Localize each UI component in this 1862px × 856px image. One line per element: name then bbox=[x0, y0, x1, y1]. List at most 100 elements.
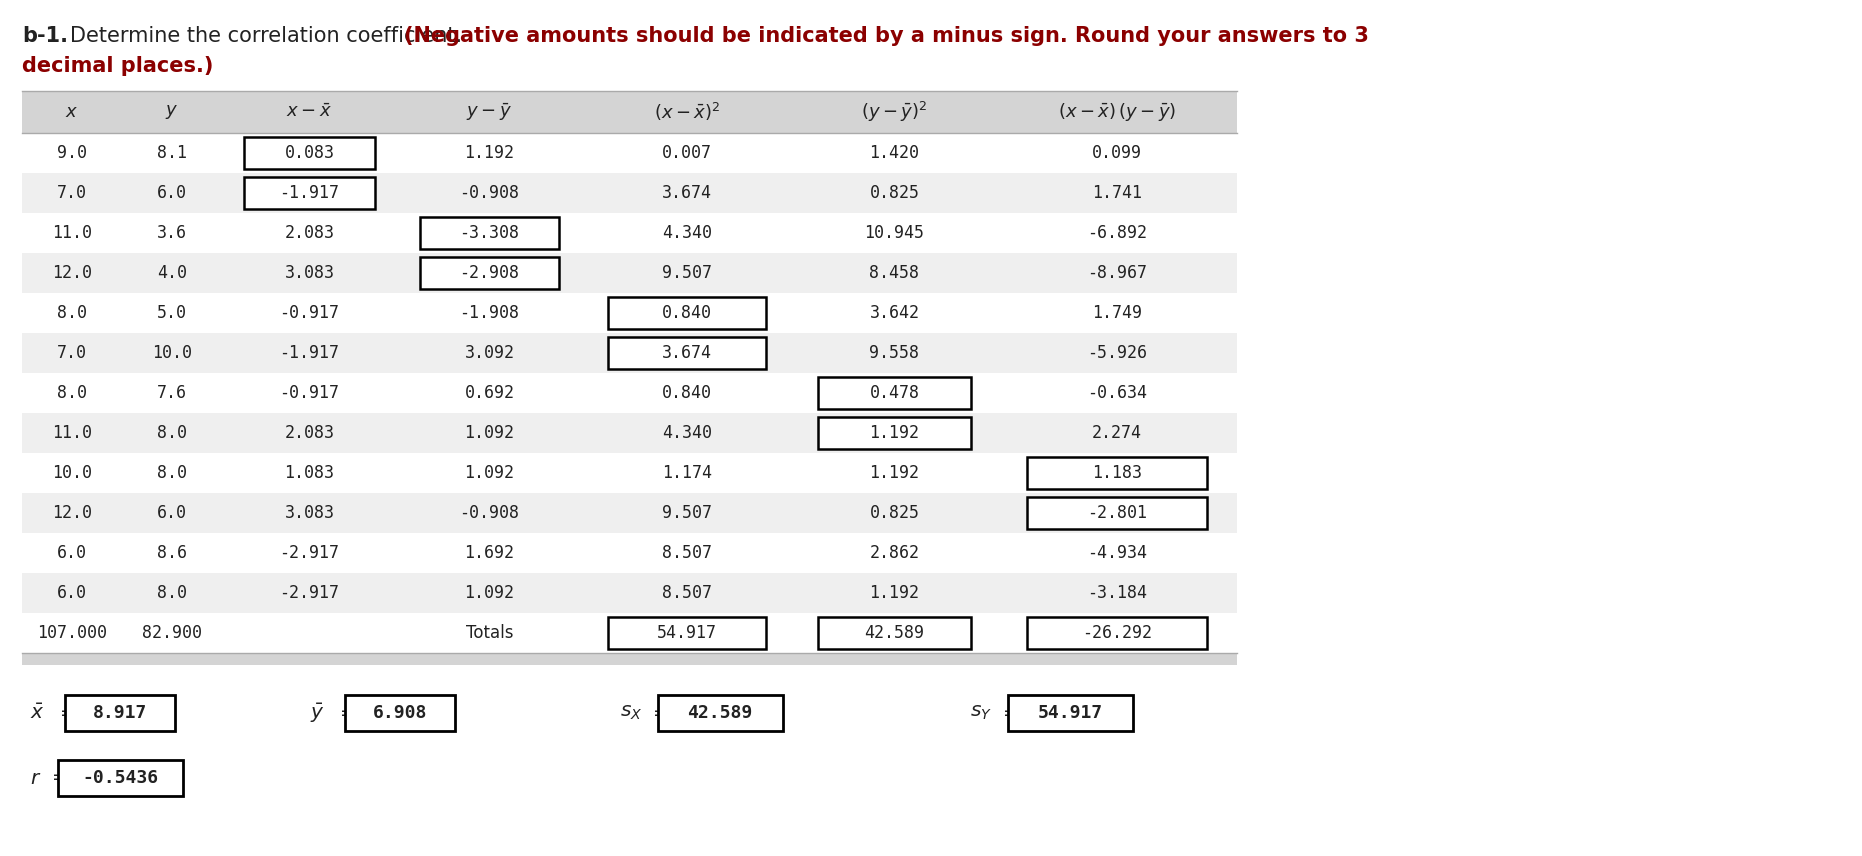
Text: 1.749: 1.749 bbox=[1091, 304, 1141, 322]
Bar bbox=[22, 533, 1236, 573]
Text: 9.507: 9.507 bbox=[663, 264, 711, 282]
Text: decimal places.): decimal places.) bbox=[22, 56, 214, 76]
Text: =: = bbox=[60, 704, 76, 722]
Bar bbox=[22, 413, 1236, 453]
Text: 7.6: 7.6 bbox=[156, 384, 186, 402]
Text: 0.825: 0.825 bbox=[870, 184, 920, 202]
Text: Determine the correlation coefficient.: Determine the correlation coefficient. bbox=[71, 26, 469, 46]
Text: 8.507: 8.507 bbox=[663, 584, 711, 602]
Text: 3.083: 3.083 bbox=[285, 264, 335, 282]
Text: 8.0: 8.0 bbox=[156, 424, 186, 442]
Text: -1.917: -1.917 bbox=[279, 344, 339, 362]
Text: 3.674: 3.674 bbox=[663, 184, 711, 202]
Text: $x - \bar{x}$: $x - \bar{x}$ bbox=[287, 103, 333, 121]
FancyBboxPatch shape bbox=[609, 337, 765, 369]
Text: -3.308: -3.308 bbox=[460, 224, 519, 242]
Bar bbox=[22, 293, 1236, 333]
Text: 4.0: 4.0 bbox=[156, 264, 186, 282]
Bar bbox=[22, 91, 1236, 133]
Text: 6.0: 6.0 bbox=[58, 544, 88, 562]
Text: -2.917: -2.917 bbox=[279, 544, 339, 562]
Text: $r$: $r$ bbox=[30, 769, 41, 788]
Text: 3.674: 3.674 bbox=[663, 344, 711, 362]
Text: 0.478: 0.478 bbox=[870, 384, 920, 402]
Text: -1.908: -1.908 bbox=[460, 304, 519, 322]
Text: 12.0: 12.0 bbox=[52, 264, 91, 282]
Text: 3.6: 3.6 bbox=[156, 224, 186, 242]
Text: -0.634: -0.634 bbox=[1087, 384, 1147, 402]
Text: 3.083: 3.083 bbox=[285, 504, 335, 522]
Bar bbox=[22, 613, 1236, 653]
Text: =: = bbox=[341, 704, 356, 722]
Text: 4.340: 4.340 bbox=[663, 224, 711, 242]
Text: 6.908: 6.908 bbox=[372, 704, 426, 722]
Text: -2.801: -2.801 bbox=[1087, 504, 1147, 522]
Text: $(y - \bar{y})^2$: $(y - \bar{y})^2$ bbox=[862, 100, 927, 124]
FancyBboxPatch shape bbox=[1007, 695, 1132, 731]
Text: 107.000: 107.000 bbox=[37, 624, 106, 642]
Text: 8.1: 8.1 bbox=[156, 144, 186, 162]
Text: b-1.: b-1. bbox=[22, 26, 69, 46]
Text: 2.083: 2.083 bbox=[285, 424, 335, 442]
Text: -8.967: -8.967 bbox=[1087, 264, 1147, 282]
Bar bbox=[22, 653, 1236, 665]
Text: 0.083: 0.083 bbox=[285, 144, 335, 162]
Bar bbox=[22, 213, 1236, 253]
Text: 1.092: 1.092 bbox=[464, 464, 514, 482]
Text: 11.0: 11.0 bbox=[52, 224, 91, 242]
Text: 1.192: 1.192 bbox=[464, 144, 514, 162]
Text: 1.092: 1.092 bbox=[464, 424, 514, 442]
Text: 10.945: 10.945 bbox=[864, 224, 925, 242]
Text: -4.934: -4.934 bbox=[1087, 544, 1147, 562]
Text: 1.192: 1.192 bbox=[870, 464, 920, 482]
Text: 8.6: 8.6 bbox=[156, 544, 186, 562]
Text: 54.917: 54.917 bbox=[657, 624, 717, 642]
Text: 8.0: 8.0 bbox=[58, 384, 88, 402]
Text: -6.892: -6.892 bbox=[1087, 224, 1147, 242]
Text: $y$: $y$ bbox=[166, 103, 179, 121]
Text: 11.0: 11.0 bbox=[52, 424, 91, 442]
Bar bbox=[22, 373, 1236, 413]
Text: 8.507: 8.507 bbox=[663, 544, 711, 562]
Text: 8.458: 8.458 bbox=[870, 264, 920, 282]
Text: 1.192: 1.192 bbox=[870, 584, 920, 602]
FancyBboxPatch shape bbox=[344, 695, 454, 731]
Text: 0.825: 0.825 bbox=[870, 504, 920, 522]
Text: 8.0: 8.0 bbox=[156, 584, 186, 602]
Text: -2.908: -2.908 bbox=[460, 264, 519, 282]
Text: $y - \bar{y}$: $y - \bar{y}$ bbox=[467, 101, 512, 122]
FancyBboxPatch shape bbox=[421, 217, 559, 248]
Text: 3.092: 3.092 bbox=[464, 344, 514, 362]
Text: 1.741: 1.741 bbox=[1091, 184, 1141, 202]
FancyBboxPatch shape bbox=[609, 617, 765, 649]
Text: -5.926: -5.926 bbox=[1087, 344, 1147, 362]
Text: 2.274: 2.274 bbox=[1091, 424, 1141, 442]
Text: 7.0: 7.0 bbox=[58, 344, 88, 362]
FancyBboxPatch shape bbox=[244, 177, 374, 209]
Text: $\bar{y}$: $\bar{y}$ bbox=[309, 701, 324, 724]
Text: =: = bbox=[654, 704, 668, 722]
FancyBboxPatch shape bbox=[657, 695, 782, 731]
Text: 1.692: 1.692 bbox=[464, 544, 514, 562]
Text: 2.862: 2.862 bbox=[870, 544, 920, 562]
Text: 0.007: 0.007 bbox=[663, 144, 711, 162]
Text: 6.0: 6.0 bbox=[156, 184, 186, 202]
Text: 9.0: 9.0 bbox=[58, 144, 88, 162]
Text: -2.917: -2.917 bbox=[279, 584, 339, 602]
Text: 12.0: 12.0 bbox=[52, 504, 91, 522]
Text: 0.840: 0.840 bbox=[663, 384, 711, 402]
Text: 42.589: 42.589 bbox=[864, 624, 925, 642]
FancyBboxPatch shape bbox=[65, 695, 175, 731]
FancyBboxPatch shape bbox=[817, 617, 972, 649]
FancyBboxPatch shape bbox=[817, 377, 972, 408]
Text: 1.420: 1.420 bbox=[870, 144, 920, 162]
FancyBboxPatch shape bbox=[1028, 497, 1207, 529]
Bar bbox=[22, 173, 1236, 213]
Text: 3.642: 3.642 bbox=[870, 304, 920, 322]
Text: 0.840: 0.840 bbox=[663, 304, 711, 322]
Text: 8.917: 8.917 bbox=[93, 704, 147, 722]
Text: -26.292: -26.292 bbox=[1082, 624, 1153, 642]
FancyBboxPatch shape bbox=[1028, 617, 1207, 649]
FancyBboxPatch shape bbox=[1028, 457, 1207, 489]
Text: 0.692: 0.692 bbox=[464, 384, 514, 402]
